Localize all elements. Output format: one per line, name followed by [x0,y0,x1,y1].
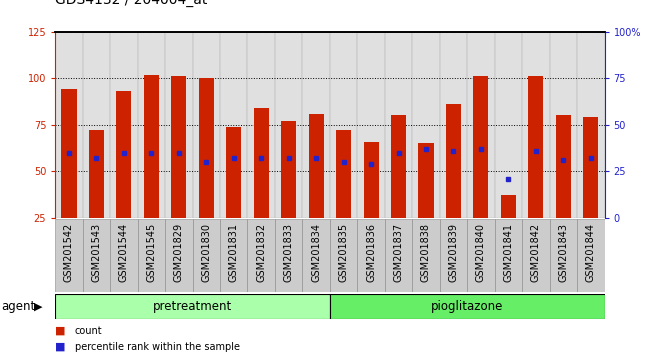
Bar [192,219,220,292]
Text: GSM201841: GSM201841 [503,223,514,282]
Bar [275,219,302,292]
Text: GSM201831: GSM201831 [229,223,239,282]
Bar [501,195,516,218]
Bar [330,294,604,319]
Bar [358,32,385,218]
Text: GSM201544: GSM201544 [119,223,129,282]
Text: ■: ■ [55,342,66,352]
Bar [577,32,605,218]
Bar [358,219,385,292]
Bar [55,32,83,218]
Bar [55,294,330,319]
Bar [363,142,378,218]
Bar [467,32,495,218]
Text: GSM201829: GSM201829 [174,223,184,282]
Bar [111,32,138,218]
Bar [330,32,358,218]
Bar [550,32,577,218]
Bar [62,90,77,218]
Text: GSM201842: GSM201842 [531,223,541,282]
Bar [302,32,330,218]
Bar [220,219,248,292]
Text: GSM201838: GSM201838 [421,223,431,282]
Bar [172,76,187,218]
Bar [439,32,467,218]
Bar [309,114,324,218]
Bar [138,32,165,218]
Bar [248,32,275,218]
Bar [165,32,192,218]
Text: percentile rank within the sample: percentile rank within the sample [75,342,240,352]
Bar [446,104,461,218]
Bar [144,75,159,218]
Bar [473,76,488,218]
Bar [111,219,138,292]
Bar [220,32,248,218]
Bar [550,219,577,292]
Text: GDS4132 / 204004_at: GDS4132 / 204004_at [55,0,207,7]
Bar [248,219,275,292]
Bar [495,32,522,218]
Bar [83,32,110,218]
Bar [254,108,268,218]
Text: GSM201832: GSM201832 [256,223,266,282]
Text: GSM201840: GSM201840 [476,223,486,282]
Bar [412,219,439,292]
Bar [116,91,131,218]
Text: GSM201545: GSM201545 [146,223,157,282]
Bar [275,32,302,218]
Bar [302,219,330,292]
Bar [165,219,192,292]
Text: GSM201834: GSM201834 [311,223,321,282]
Bar [412,32,439,218]
Text: ▶: ▶ [34,301,42,311]
Bar [330,219,358,292]
Text: GSM201835: GSM201835 [339,223,348,282]
Bar [577,219,605,292]
Text: GSM201543: GSM201543 [92,223,101,282]
Text: GSM201836: GSM201836 [366,223,376,282]
Bar [528,76,543,218]
Bar [556,115,571,218]
Text: GSM201839: GSM201839 [448,223,458,282]
Text: GSM201833: GSM201833 [283,223,294,282]
Text: ■: ■ [55,326,66,336]
Bar [138,219,165,292]
Text: pioglitazone: pioglitazone [431,300,503,313]
Text: count: count [75,326,103,336]
Bar [385,32,412,218]
Text: agent: agent [1,300,36,313]
Bar [522,219,550,292]
Text: GSM201837: GSM201837 [393,223,404,282]
Bar [583,118,598,218]
Bar [391,115,406,218]
Bar [336,130,351,218]
Bar [495,219,522,292]
Text: GSM201542: GSM201542 [64,223,74,282]
Bar [192,32,220,218]
Bar [55,219,83,292]
Bar [226,127,241,218]
Bar [522,32,550,218]
Text: GSM201830: GSM201830 [202,223,211,282]
Bar [89,130,104,218]
Bar [419,143,434,218]
Text: GSM201844: GSM201844 [586,223,596,282]
Text: pretreatment: pretreatment [153,300,232,313]
Bar [199,78,214,218]
Bar [467,219,495,292]
Bar [83,219,110,292]
Bar [385,219,412,292]
Text: GSM201843: GSM201843 [558,223,568,282]
Bar [439,219,467,292]
Bar [281,121,296,218]
